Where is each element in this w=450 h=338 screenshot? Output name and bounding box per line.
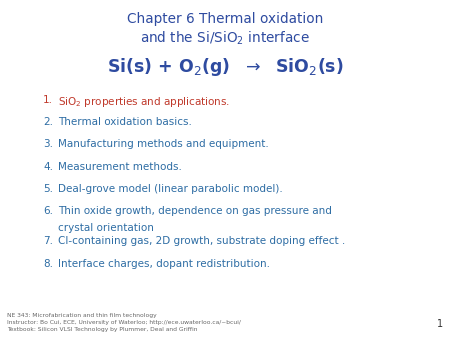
Text: NE 343: Microfabrication and thin film technology
Instructor: Bo Cui, ECE, Unive: NE 343: Microfabrication and thin film t… (7, 313, 241, 333)
Text: 4.: 4. (43, 162, 53, 172)
Text: 5.: 5. (43, 184, 53, 194)
Text: and the Si/SiO$_2$ interface: and the Si/SiO$_2$ interface (140, 30, 310, 47)
Text: 7.: 7. (43, 236, 53, 246)
Text: 3.: 3. (43, 139, 53, 149)
Text: 1: 1 (437, 319, 443, 330)
Text: Chapter 6 Thermal oxidation: Chapter 6 Thermal oxidation (127, 12, 323, 26)
Text: 1.: 1. (43, 95, 53, 105)
Text: SiO$_2$ properties and applications.: SiO$_2$ properties and applications. (58, 95, 231, 108)
Text: Measurement methods.: Measurement methods. (58, 162, 182, 172)
Text: 6.: 6. (43, 206, 53, 216)
Text: Si(s) + O$_2$(g)  $\rightarrow$  SiO$_2$(s): Si(s) + O$_2$(g) $\rightarrow$ SiO$_2$(s… (107, 56, 343, 78)
Text: Deal-grove model (linear parabolic model).: Deal-grove model (linear parabolic model… (58, 184, 283, 194)
Text: 2.: 2. (43, 117, 53, 127)
Text: Interface charges, dopant redistribution.: Interface charges, dopant redistribution… (58, 259, 270, 269)
Text: 8.: 8. (43, 259, 53, 269)
Text: Manufacturing methods and equipment.: Manufacturing methods and equipment. (58, 139, 269, 149)
Text: Cl-containing gas, 2D growth, substrate doping effect .: Cl-containing gas, 2D growth, substrate … (58, 236, 346, 246)
Text: Thin oxide growth, dependence on gas pressure and: Thin oxide growth, dependence on gas pre… (58, 206, 333, 216)
Text: crystal orientation: crystal orientation (58, 223, 154, 233)
Text: Thermal oxidation basics.: Thermal oxidation basics. (58, 117, 193, 127)
